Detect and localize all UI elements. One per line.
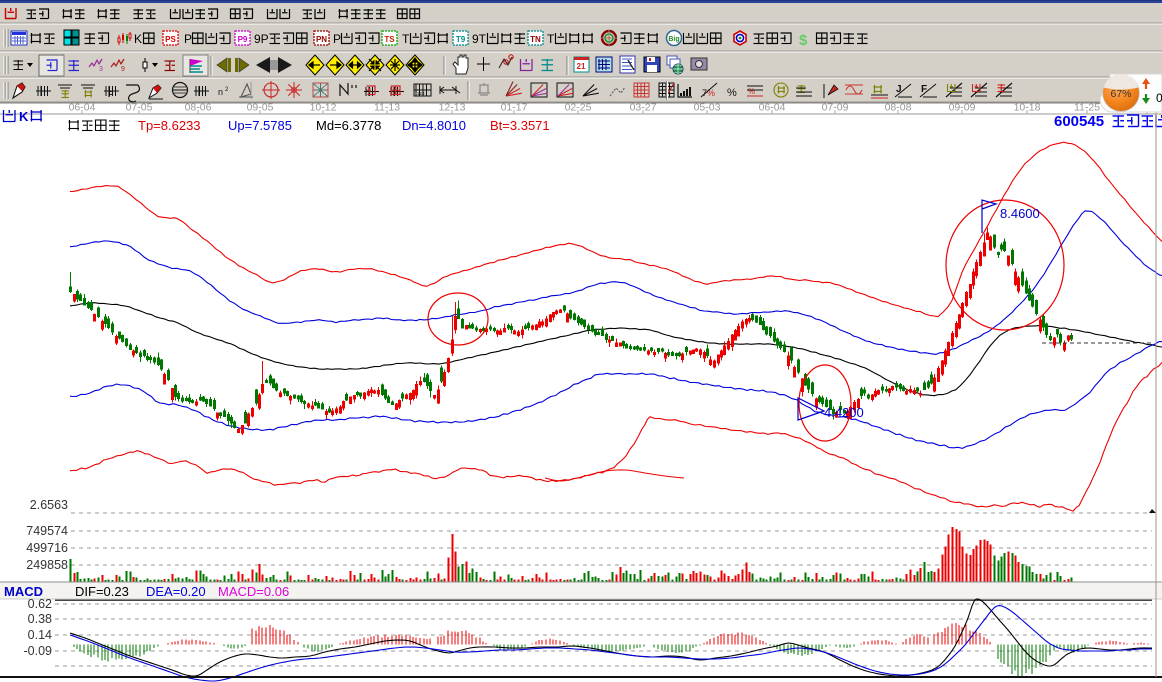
svg-text:09-09: 09-09 [949, 102, 976, 114]
svg-text:12-13: 12-13 [439, 102, 466, 114]
svg-text:10-12: 10-12 [310, 102, 337, 114]
svg-text:T: T [547, 32, 555, 46]
svg-text:$: $ [799, 32, 808, 49]
svg-text:01-17: 01-17 [501, 102, 528, 114]
svg-text:Dn=4.8010: Dn=4.8010 [402, 118, 466, 133]
svg-text:%: % [748, 87, 755, 96]
svg-text:249858: 249858 [26, 558, 68, 572]
svg-text:PN: PN [316, 35, 327, 44]
svg-text:Md=6.3778: Md=6.3778 [316, 118, 381, 133]
svg-text:600545: 600545 [1054, 113, 1104, 130]
svg-text:T: T [402, 32, 410, 46]
svg-text:9T: 9T [472, 32, 487, 46]
svg-text:8.4600: 8.4600 [1000, 206, 1040, 221]
svg-text:Bt=3.3571: Bt=3.3571 [490, 118, 550, 133]
svg-text:F: F [108, 90, 113, 99]
svg-text:TS: TS [384, 35, 395, 44]
svg-text:T9: T9 [456, 35, 466, 44]
svg-text:07-09: 07-09 [822, 102, 849, 114]
svg-text:67%: 67% [1110, 88, 1131, 100]
svg-text:2: 2 [225, 87, 229, 93]
svg-text:P: P [333, 32, 341, 46]
svg-text:P9: P9 [238, 35, 248, 44]
svg-text:05-03: 05-03 [694, 102, 721, 114]
svg-text:02-25: 02-25 [565, 102, 592, 114]
svg-text:10-18: 10-18 [1014, 102, 1041, 114]
svg-text:9P: 9P [254, 32, 269, 46]
svg-text:0.62: 0.62 [28, 597, 52, 611]
svg-text:21: 21 [577, 62, 586, 71]
svg-text:P: P [184, 32, 192, 46]
svg-text:09-05: 09-05 [247, 102, 274, 114]
svg-text:3: 3 [99, 66, 103, 73]
svg-text:123: 123 [417, 91, 425, 96]
svg-text:K: K [134, 32, 142, 46]
svg-text:0.14: 0.14 [28, 628, 52, 642]
svg-text:07-05: 07-05 [126, 102, 153, 114]
svg-text:0: 0 [1156, 91, 1162, 105]
svg-text:2.6563: 2.6563 [30, 498, 68, 512]
svg-text:MACD=0.06: MACD=0.06 [218, 584, 289, 599]
svg-text:%: % [727, 87, 737, 99]
svg-text:K: K [19, 109, 29, 124]
svg-text:06-04: 06-04 [759, 102, 786, 114]
svg-text:n: n [218, 87, 223, 97]
svg-text:08-06: 08-06 [185, 102, 212, 114]
svg-text:Up=7.5785: Up=7.5785 [228, 118, 292, 133]
svg-text:0.38: 0.38 [28, 612, 52, 626]
svg-text:4.4200: 4.4200 [824, 405, 864, 420]
svg-text:06-04: 06-04 [69, 102, 96, 114]
svg-text:08-08: 08-08 [885, 102, 912, 114]
svg-text:03-27: 03-27 [630, 102, 657, 114]
svg-text:TN: TN [530, 35, 541, 44]
svg-text:PS: PS [165, 35, 176, 44]
svg-text:749574: 749574 [26, 524, 68, 538]
svg-text:MACD: MACD [4, 584, 43, 599]
svg-text:-0.09: -0.09 [24, 644, 53, 658]
svg-text:Tp=8.6233: Tp=8.6233 [138, 118, 201, 133]
svg-text:11-13: 11-13 [374, 102, 400, 114]
svg-text:DIF=0.23: DIF=0.23 [75, 584, 129, 599]
svg-text:DEA=0.20: DEA=0.20 [146, 584, 206, 599]
svg-text:11-25: 11-25 [1074, 102, 1100, 114]
svg-text:J: J [896, 84, 902, 95]
svg-text:7: 7 [702, 88, 707, 98]
svg-text:%: % [707, 88, 715, 98]
svg-text:Big: Big [668, 36, 679, 43]
svg-text:F: F [921, 84, 927, 95]
svg-text:499716: 499716 [26, 541, 68, 555]
svg-text:9: 9 [121, 66, 125, 73]
